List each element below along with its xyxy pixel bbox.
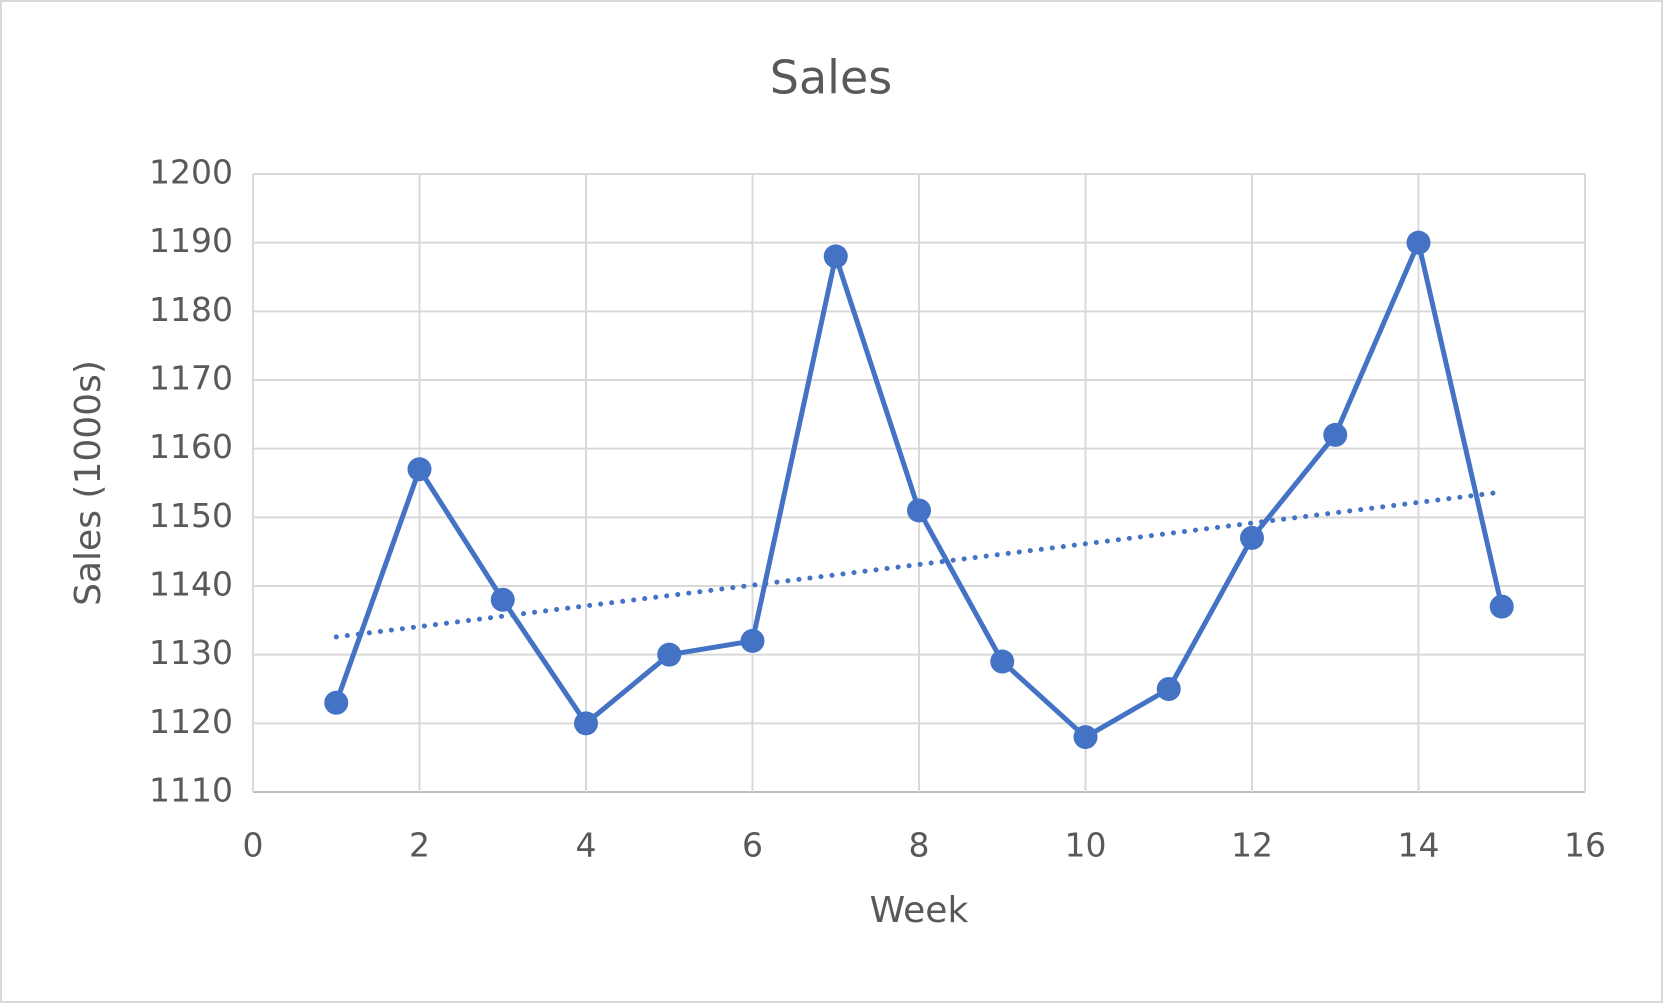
marker <box>823 244 848 269</box>
y-tick-label: 1140 <box>149 565 233 604</box>
y-tick-label: 1130 <box>149 633 233 672</box>
y-tick-label: 1180 <box>149 290 233 329</box>
marker <box>907 498 931 523</box>
trendline <box>333 489 1505 640</box>
marker <box>1240 525 1264 550</box>
x-tick-label: 0 <box>243 826 264 865</box>
x-tick-label: 14 <box>1398 826 1440 865</box>
y-tick-label: 1200 <box>149 153 233 192</box>
marker <box>490 587 515 612</box>
marker <box>407 457 432 482</box>
x-tick-label: 4 <box>576 826 597 865</box>
x-axis-label: Week <box>870 890 969 931</box>
y-tick-label: 1150 <box>149 496 233 535</box>
marker <box>324 690 349 715</box>
y-tick-label: 1120 <box>149 702 233 741</box>
marker <box>740 628 765 653</box>
x-tick-label: 16 <box>1564 826 1606 865</box>
x-tick-label: 8 <box>909 826 930 865</box>
x-tick-label: 10 <box>1065 826 1107 865</box>
marker <box>1489 594 1514 619</box>
marker <box>1156 677 1181 701</box>
marker <box>657 642 682 667</box>
y-tick-label: 1170 <box>149 359 233 398</box>
marker <box>990 649 1015 674</box>
marker <box>1406 230 1431 255</box>
x-tick-label: 2 <box>409 826 430 865</box>
y-axis-label: Sales (1000s) <box>68 360 109 606</box>
x-tick-label: 12 <box>1231 826 1273 865</box>
y-tick-label: 1110 <box>149 771 233 810</box>
marker <box>1323 422 1348 447</box>
y-tick-label: 1190 <box>149 221 233 260</box>
chart-title: Sales <box>770 51 892 105</box>
y-tick-label: 1160 <box>149 427 233 466</box>
marker <box>574 711 598 736</box>
marker <box>1073 725 1098 750</box>
x-tick-label: 6 <box>742 826 763 865</box>
